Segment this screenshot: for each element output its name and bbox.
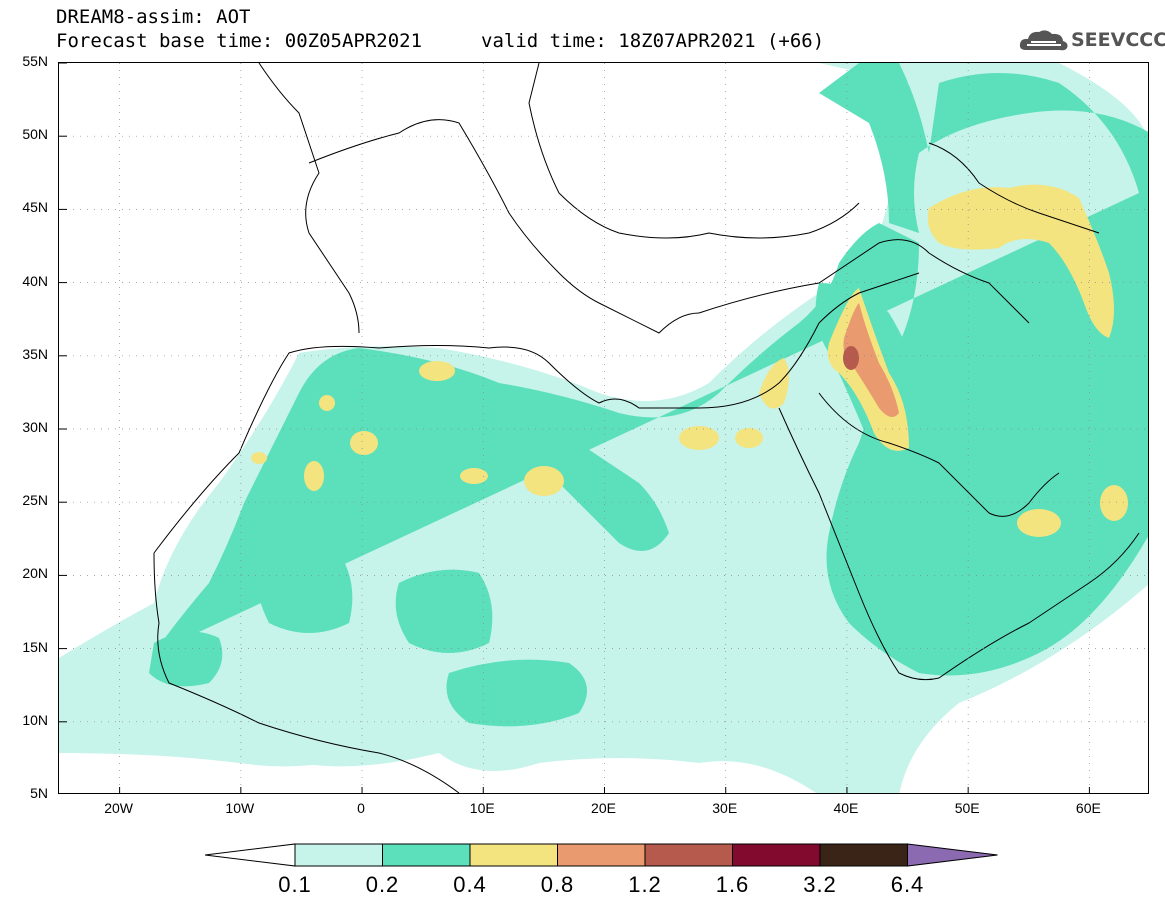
graticule	[59, 63, 1148, 793]
lon-label: 60E	[1075, 800, 1101, 816]
lon-label: 0	[357, 800, 365, 816]
lat-label: 10N	[22, 711, 48, 728]
lat-label: 45N	[22, 199, 48, 216]
colorbar-swatch	[644, 843, 733, 867]
coastlines	[153, 63, 1140, 793]
lat-label: 40N	[22, 272, 48, 289]
lon-label: 10E	[469, 800, 495, 816]
colorbar-swatch	[732, 843, 821, 867]
lon-label: 10W	[225, 800, 255, 816]
colorbar-swatch	[819, 843, 908, 867]
lat-label: 15N	[22, 638, 48, 655]
lon-label: 50E	[954, 800, 980, 816]
lat-label: 20N	[22, 565, 48, 582]
lon-label: 30E	[712, 800, 738, 816]
colorbar-level-label: 0.2	[365, 872, 400, 897]
aot-band-0.8	[843, 303, 899, 417]
colorbar-level-label: 1.2	[628, 872, 662, 897]
aot-map	[58, 62, 1149, 794]
forecast-time-line: Forecast base time: 00Z05APR2021 valid ti…	[56, 30, 824, 52]
seevccc-logo: SEEVCCC	[1018, 26, 1165, 56]
lat-label: 25N	[22, 492, 48, 509]
lon-label: 40E	[833, 800, 859, 816]
colorbar	[205, 843, 998, 867]
valid-time: valid time: 18Z07APR2021 (+66)	[481, 30, 825, 52]
colorbar-level-label: 1.6	[715, 872, 750, 897]
colorbar-swatch	[469, 843, 558, 867]
colorbar-swatch	[557, 843, 646, 867]
map-canvas	[59, 63, 1148, 793]
base-time: Forecast base time: 00Z05APR2021	[56, 30, 423, 52]
logo-text: SEEVCCC	[1071, 29, 1165, 51]
lon-label: 20W	[104, 800, 133, 816]
colorbar-level-label: 6.4	[890, 872, 925, 897]
lat-label: 30N	[22, 419, 48, 435]
colorbar-level-label: 0.4	[453, 872, 487, 897]
aot-band-1.2	[843, 346, 859, 370]
colorbar-level-label: 0.1	[278, 872, 312, 897]
map-title: DREAM8-assim: AOT	[56, 6, 251, 28]
colorbar-swatch	[382, 843, 471, 867]
lat-label: 5N	[30, 785, 48, 801]
lat-label: 55N	[22, 53, 48, 69]
colorbar-upper-arrow	[907, 843, 998, 867]
colorbar-lower-arrow	[205, 843, 296, 867]
colorbar-swatch	[294, 843, 383, 867]
colorbar-level-label: 0.8	[540, 872, 575, 897]
lat-label: 35N	[22, 345, 48, 362]
lat-label: 50N	[22, 126, 48, 143]
lon-label: 20E	[591, 800, 616, 816]
colorbar-level-label: 3.2	[803, 872, 837, 897]
cloud-logo-icon	[1019, 30, 1068, 51]
